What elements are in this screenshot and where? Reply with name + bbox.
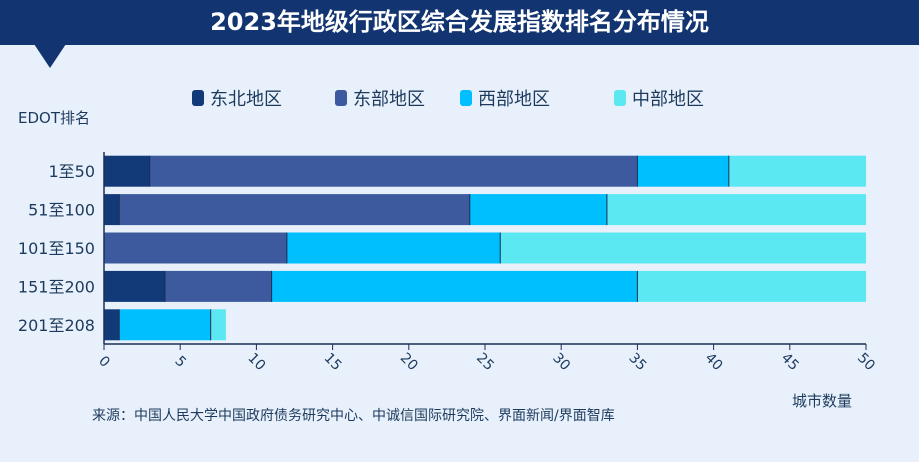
y-tick-label: 1至50	[48, 162, 95, 181]
legend-label-east: 东部地区	[353, 89, 425, 110]
bar-segment	[119, 194, 470, 226]
bar-segment	[104, 270, 165, 302]
bar-segment	[104, 155, 150, 187]
y-tick-label: 151至200	[18, 277, 95, 296]
y-tick-label: 51至100	[28, 201, 95, 220]
legend-item-central: 中部地区	[614, 86, 704, 110]
bar-segment	[104, 194, 120, 226]
bar-segment	[500, 232, 866, 264]
legend-item-northeast: 东北地区	[192, 86, 282, 110]
x-tick-label: 0	[95, 353, 113, 371]
x-tick-label: 5	[171, 353, 189, 371]
x-tick-label: 35	[625, 350, 649, 374]
x-tick-label: 25	[473, 350, 497, 374]
x-tick-label: 10	[244, 350, 268, 374]
bar-segment	[149, 155, 638, 187]
title-banner-tab	[34, 44, 66, 68]
x-tick-label: 50	[854, 350, 878, 374]
x-tick-label: 20	[397, 350, 421, 374]
bar-segment	[104, 309, 120, 341]
legend-label-central: 中部地区	[632, 89, 704, 110]
bar-segment	[210, 309, 226, 341]
x-tick-label: 40	[702, 350, 726, 374]
y-tick-label: 201至208	[18, 316, 95, 335]
bar-segment	[469, 194, 607, 226]
legend-item-east: 东部地区	[335, 86, 425, 110]
bar-segment	[637, 270, 866, 302]
y-axis-label: EDOT排名	[18, 109, 90, 127]
legend: 东北地区 东部地区 西部地区 中部地区	[0, 86, 919, 110]
bar-segment	[728, 155, 866, 187]
bar-segment	[271, 270, 638, 302]
bar-segment	[119, 309, 211, 341]
legend-item-west: 西部地区	[460, 86, 550, 110]
legend-swatch-east	[335, 90, 347, 106]
x-tick-label: 45	[778, 350, 802, 374]
x-tick-label: 30	[549, 350, 573, 374]
x-tick-label: 15	[321, 350, 345, 374]
bar-segment	[286, 232, 501, 264]
bar-segment	[637, 155, 729, 187]
source-note: 来源：中国人民大学中国政府债务研究中心、中诚信国际研究院、界面新闻/界面智库	[92, 408, 615, 424]
bar-segment	[164, 270, 272, 302]
bar-segment	[606, 194, 866, 226]
legend-swatch-central	[614, 90, 626, 106]
bar-segment	[104, 232, 287, 264]
x-axis-label: 城市数量	[792, 392, 853, 410]
title-banner	[0, 0, 919, 45]
legend-swatch-northeast	[192, 90, 204, 106]
chart-title: 2023年地级行政区综合发展指数排名分布情况	[210, 8, 709, 36]
legend-label-northeast: 东北地区	[210, 89, 282, 110]
legend-swatch-west	[460, 90, 472, 106]
legend-label-west: 西部地区	[478, 89, 550, 110]
y-tick-label: 101至150	[18, 239, 95, 258]
